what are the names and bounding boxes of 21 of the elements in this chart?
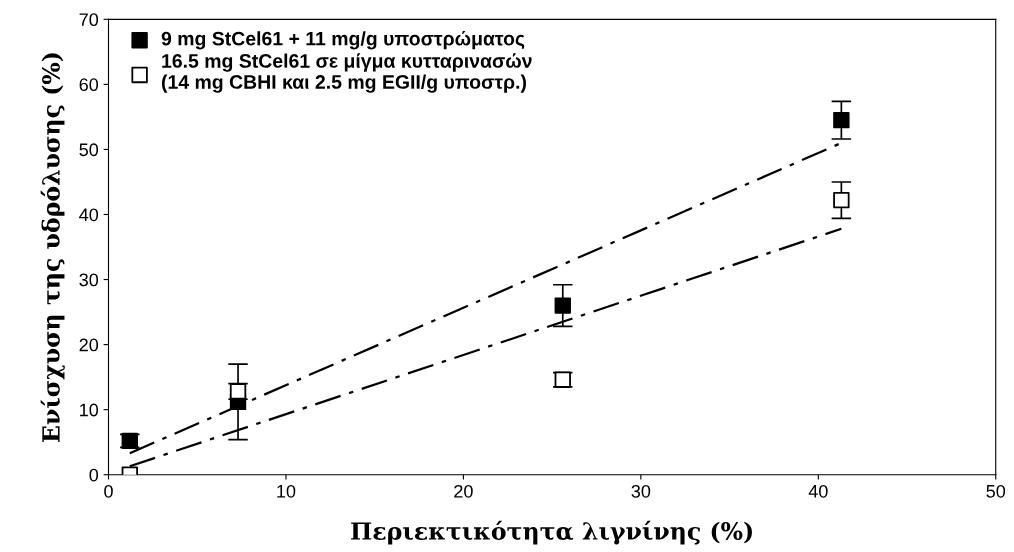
point (833, 111, 850, 129)
x-tick-label: 40 (808, 484, 828, 498)
y-tick-label: 20 (79, 338, 99, 352)
x-axis-title: Περιεκτικότητα λιγνίνης (%) (351, 520, 752, 545)
y-tick-label: 40 (79, 208, 99, 222)
y-tick-label: 70 (79, 13, 99, 27)
point (554, 297, 571, 314)
legend-label: 9 mg StCel61 + 11 mg/g υποστρώματος (161, 30, 525, 50)
x-tick-label: 20 (454, 484, 473, 498)
point (833, 191, 850, 209)
legend-label: 16.5 mg StCel61 σε μίγμα κυτταρινασών (14 mg CBHI και 2.5 mg EGII/g υποστρ.) (161, 53, 532, 93)
y-tick-label: 0 (89, 468, 99, 482)
y-tick-label: 60 (79, 78, 99, 92)
x-tick-label: 50 (986, 484, 1006, 498)
x-tick-label: 10 (277, 484, 296, 498)
y-tick-label: 30 (79, 273, 99, 287)
y-axis-title: Ενίσχυση της υδρόλυσης (%) (40, 53, 65, 442)
y-tick-label: 10 (80, 403, 99, 417)
x-tick-label: 30 (631, 484, 651, 498)
x-tick-label: 0 (104, 484, 113, 498)
y-tick-label: 50 (79, 143, 99, 157)
